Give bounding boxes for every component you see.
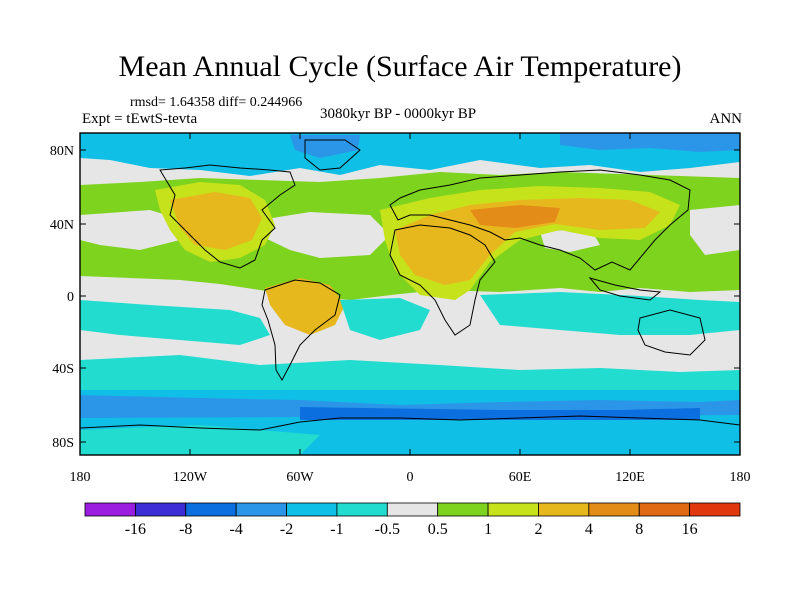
colorbar-label: 4 (585, 521, 593, 538)
lat-tick-label: 80N (50, 144, 74, 159)
southern-ocean-cool-band (80, 355, 740, 390)
arctic-cooler-zone (560, 133, 740, 152)
experiment-label: Expt = tEwtS-tevta (82, 111, 198, 127)
colorbar-swatch (437, 502, 489, 517)
samerica-hot-zone (265, 278, 345, 335)
australia-coast (637, 309, 706, 356)
colorbar-label: -1 (330, 521, 343, 538)
lon-tick-label: 60E (509, 470, 532, 485)
latitude-ticks: 80N 40N 0 40S 80S (50, 144, 740, 451)
colorbar-swatch (588, 502, 640, 517)
season-label: ANN (709, 111, 743, 127)
colorbar-swatch (487, 502, 539, 517)
lat-tick-label: 40S (52, 362, 74, 377)
lon-tick-label: 120E (615, 470, 645, 485)
lon-tick-label: 180 (730, 470, 751, 485)
lat-tick-label: 80S (52, 436, 74, 451)
colorbar-label: 0.5 (428, 521, 448, 538)
longitude-ticks: 180 120W 60W 0 60E 120E 180 (70, 133, 751, 485)
colorbar-label: 1 (484, 521, 492, 538)
antarctica-coast (80, 415, 740, 431)
colorbar-label: 8 (635, 521, 643, 538)
indian-ocean-cool-band (480, 292, 740, 335)
ross-sea-cool-zone (80, 425, 320, 455)
namerica-hot-zone (170, 192, 262, 250)
greenland-coast (304, 139, 361, 171)
south-america-coast (261, 279, 341, 382)
colorbar-label: 16 (682, 521, 698, 538)
period-label: 3080kyr BP - 0000kyr BP (320, 106, 477, 122)
colorbar-swatch (336, 502, 388, 517)
colorbar-label: -0.5 (375, 521, 400, 538)
lat-tick-label: 0 (67, 290, 74, 305)
colorbar-label: -8 (179, 521, 192, 538)
lon-tick-label: 0 (407, 470, 414, 485)
colorbar: -16 -8 -4 -2 -1 -0.5 0.5 1 2 4 8 16 (84, 502, 741, 538)
colorbar-label: 2 (534, 521, 542, 538)
eurasia-coast (389, 169, 691, 271)
lon-tick-label: 120W (173, 470, 208, 485)
colorbar-swatch (689, 502, 741, 517)
west-pacific-neutral-patch (690, 205, 740, 255)
colorbar-swatch (386, 502, 439, 517)
anomaly-field (80, 133, 740, 455)
colorbar-swatch (84, 502, 136, 517)
south-pacific-cool-band (80, 300, 270, 345)
colorbar-swatch (638, 502, 691, 517)
greenland-cool-zone (290, 135, 360, 158)
indonesia-coast (588, 277, 662, 301)
colorbar-label: -16 (125, 521, 146, 538)
south-atlantic-cool-band (340, 298, 430, 340)
lon-tick-label: 60W (286, 470, 314, 485)
coastlines (80, 139, 740, 431)
north-america-coast (159, 164, 296, 269)
atlantic-neutral-patch (260, 212, 390, 258)
colorbar-label: -4 (229, 521, 242, 538)
colorbar-swatch (185, 502, 237, 517)
central-asia-hotter-zone (470, 205, 560, 228)
colorbar-swatch (286, 502, 338, 517)
lon-tick-label: 180 (70, 470, 91, 485)
africa-coast (389, 224, 496, 336)
colorbar-swatch (235, 502, 287, 517)
eurasia-africa-hot-zone (395, 198, 660, 285)
colorbar-swatch (538, 502, 590, 517)
lat-tick-label: 40N (50, 218, 74, 233)
plot-title: Mean Annual Cycle (Surface Air Temperatu… (118, 50, 682, 83)
stats-label: rmsd= 1.64358 diff= 0.244966 (130, 95, 303, 110)
pacific-neutral-patch (80, 210, 190, 250)
colorbar-label: -2 (280, 521, 293, 538)
colorbar-swatch (134, 502, 187, 517)
